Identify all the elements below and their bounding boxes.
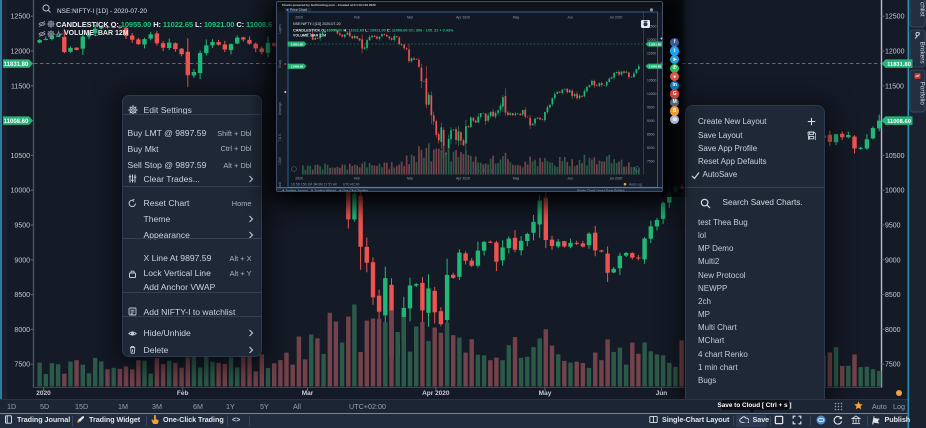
svg-text:11500: 11500 [885,83,904,90]
svg-text:8000: 8000 [647,146,655,150]
svg-text:11008.60: 11008.60 [291,64,304,68]
svg-text:Apr 2020: Apr 2020 [422,390,450,397]
svg-text:Apr 2020: Apr 2020 [456,15,470,19]
svg-text:11831.80: 11831.80 [291,42,304,46]
svg-text:12000: 12000 [11,49,31,56]
svg-text:May: May [513,176,520,180]
svg-text:8000: 8000 [14,327,30,334]
svg-text:11500: 11500 [11,83,30,90]
svg-text:11831.80: 11831.80 [4,62,29,68]
svg-text:Mar: Mar [407,176,414,180]
svg-text:Portfolio: Portfolio [661,66,663,78]
svg-text:8500: 8500 [647,132,655,136]
svg-text:9000: 9000 [647,119,655,123]
svg-text:Jul 2020: Jul 2020 [610,15,623,19]
svg-text:Book: Book [278,181,282,189]
svg-text:May: May [513,15,520,19]
svg-text:Jun: Jun [656,390,668,397]
svg-text:DOM: DOM [278,156,282,164]
svg-text:11500: 11500 [647,51,656,55]
svg-text:Auto Log: Auto Log [629,182,642,186]
svg-text:Feb: Feb [354,15,360,19]
svg-text:Feb: Feb [354,176,360,180]
svg-text:10500: 10500 [647,78,657,82]
svg-text:Apr 2020: Apr 2020 [456,176,470,180]
svg-text:10000: 10000 [11,188,31,195]
svg-text:CANDLESTICK O: 10955.00 H: 110: CANDLESTICK O: 10955.00 H: 11022.65 L: 1… [293,28,454,32]
svg-text:❚ Trading Journal ❚ Trading Wi: ❚ Trading Journal ❚ Trading Widget ❚ One… [282,188,368,191]
svg-text:Portfolio: Portfolio [919,82,926,106]
svg-text:10500: 10500 [885,153,905,160]
svg-text:7500: 7500 [14,362,30,369]
svg-text:Layers: Layers [278,23,282,33]
svg-text:12000: 12000 [647,38,657,42]
svg-text:Feb: Feb [177,390,189,397]
svg-text:UTC+02:00: UTC+02:00 [343,182,360,186]
svg-text:12500: 12500 [885,14,905,21]
svg-text:Mar: Mar [302,390,314,397]
svg-text:Brokers: Brokers [661,42,663,53]
svg-text:9000: 9000 [885,257,901,264]
svg-text:1D 5D 15D 1M 3M 6M 1Y 5: 1D 5D 15D 1M 3M 6M 1Y 5Y All [291,182,337,186]
svg-text:9500: 9500 [647,105,655,109]
svg-text:VOLUME_BAR 12M: VOLUME_BAR 12M [293,33,326,37]
svg-text:11831.80: 11831.80 [649,42,662,46]
svg-text:10000: 10000 [885,188,905,195]
svg-text:Jun: Jun [567,176,573,180]
svg-text:May: May [539,390,552,397]
svg-text:9000: 9000 [14,257,30,264]
svg-text:8500: 8500 [885,292,901,299]
svg-text:chlist: chlist [919,2,926,17]
svg-text:Mar: Mar [407,15,414,19]
svg-text:Drawings: Drawings [278,101,282,115]
svg-text:2020: 2020 [295,15,303,19]
svg-text:Jul 2020: Jul 2020 [610,176,623,180]
svg-text:7500: 7500 [647,159,655,163]
svg-text:11008.60: 11008.60 [887,119,911,125]
svg-text:8000: 8000 [885,327,901,334]
svg-text:Jun: Jun [567,15,573,19]
svg-text:9500: 9500 [885,223,901,230]
svg-text:2020: 2020 [36,390,51,397]
svg-text:⊙GoCharting: ⊙GoCharting [461,168,493,174]
svg-text:9500: 9500 [14,223,30,230]
svg-text:Single-Chart Layout Save P: Single-Chart Layout Save Publish [577,188,625,191]
svg-text:T & S: T & S [278,134,282,142]
svg-text:2020: 2020 [295,176,303,180]
svg-text:12000: 12000 [885,49,905,56]
svg-text:11831.80: 11831.80 [887,62,911,68]
svg-text:11008.60: 11008.60 [4,119,29,125]
svg-text:Study: Study [278,59,282,68]
svg-text:12500: 12500 [647,24,657,28]
svg-text:Charts powered by GoCharting.c: Charts powered by GoCharting.com - Creat… [282,3,376,7]
svg-text:10500: 10500 [11,153,31,160]
svg-text:10000: 10000 [647,92,657,96]
svg-text:Brokers: Brokers [919,42,926,64]
svg-text:12500: 12500 [11,14,31,21]
svg-text:Price Chart: Price Chart [290,8,307,12]
svg-text:Watchlist: Watchlist [661,16,663,29]
svg-text:7500: 7500 [885,362,901,369]
svg-text:NSE:NIFTY-I [1D] 2020-07-20: NSE:NIFTY-I [1D] 2020-07-20 [293,22,341,26]
svg-text:11008.60: 11008.60 [649,64,662,68]
svg-text:8500: 8500 [14,292,30,299]
